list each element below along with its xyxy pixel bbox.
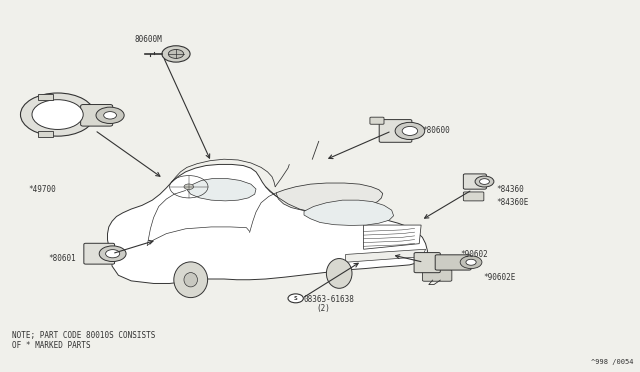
FancyBboxPatch shape: [463, 174, 486, 189]
Circle shape: [479, 179, 490, 185]
Circle shape: [402, 126, 418, 135]
Text: *84360E: *84360E: [496, 198, 529, 207]
FancyBboxPatch shape: [422, 270, 452, 281]
Text: *80601: *80601: [48, 254, 76, 263]
Text: *90602: *90602: [461, 250, 488, 259]
Circle shape: [475, 176, 494, 187]
Text: S: S: [294, 296, 298, 301]
FancyBboxPatch shape: [435, 255, 471, 270]
Text: *49700: *49700: [29, 185, 56, 194]
Circle shape: [106, 250, 120, 258]
Circle shape: [395, 122, 425, 140]
FancyBboxPatch shape: [84, 243, 115, 264]
Circle shape: [104, 112, 116, 119]
FancyBboxPatch shape: [370, 117, 384, 124]
Circle shape: [162, 46, 190, 62]
Ellipse shape: [184, 273, 198, 287]
Circle shape: [184, 184, 193, 189]
Polygon shape: [38, 94, 53, 100]
Polygon shape: [187, 179, 256, 201]
Text: 08363-61638: 08363-61638: [304, 295, 355, 304]
Circle shape: [96, 107, 124, 124]
Text: NOTE; PART CODE 80010S CONSISTS: NOTE; PART CODE 80010S CONSISTS: [12, 331, 155, 340]
Circle shape: [288, 294, 303, 303]
Text: ^998 /0054: ^998 /0054: [591, 359, 634, 365]
Polygon shape: [346, 249, 426, 262]
Text: (2): (2): [317, 304, 331, 313]
Circle shape: [460, 256, 482, 269]
Circle shape: [168, 49, 184, 58]
Text: *90602E: *90602E: [483, 273, 516, 282]
Text: *84360: *84360: [496, 185, 524, 194]
FancyBboxPatch shape: [463, 192, 484, 201]
Text: *80600: *80600: [422, 126, 450, 135]
Text: 80600M: 80600M: [134, 35, 162, 44]
Circle shape: [20, 93, 95, 136]
FancyBboxPatch shape: [81, 105, 113, 126]
Circle shape: [32, 100, 83, 129]
Polygon shape: [108, 164, 428, 283]
Text: OF * MARKED PARTS: OF * MARKED PARTS: [12, 341, 90, 350]
FancyBboxPatch shape: [380, 119, 412, 142]
Ellipse shape: [174, 262, 207, 298]
Polygon shape: [364, 225, 421, 249]
Polygon shape: [304, 200, 394, 225]
Circle shape: [466, 259, 476, 265]
Polygon shape: [276, 183, 383, 211]
FancyBboxPatch shape: [414, 253, 440, 273]
Circle shape: [99, 246, 126, 262]
Polygon shape: [38, 131, 53, 137]
Ellipse shape: [326, 259, 352, 288]
